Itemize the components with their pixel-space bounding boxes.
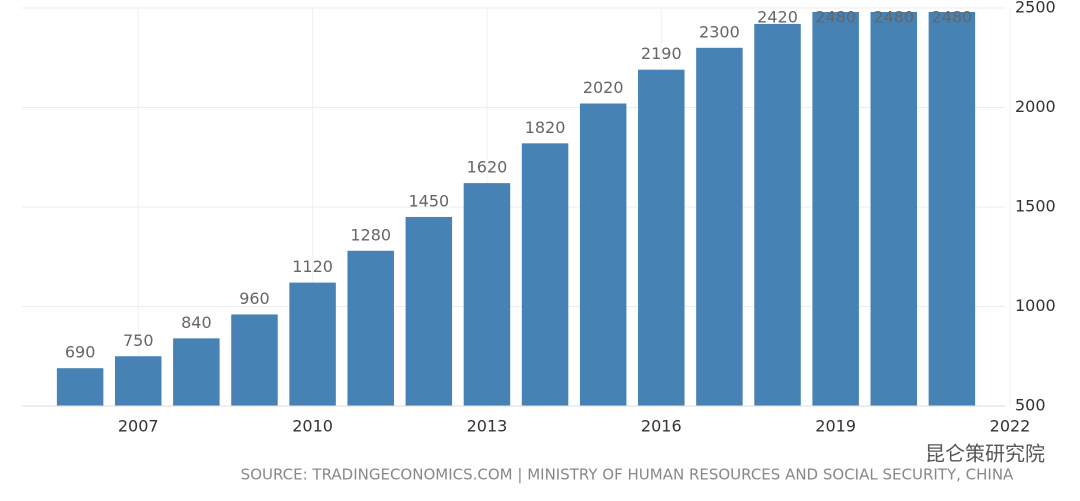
bar <box>928 11 976 406</box>
value-label: 1280 <box>350 225 391 244</box>
bar <box>870 11 918 406</box>
value-label: 2480 <box>815 8 856 27</box>
x-tick-label: 2022 <box>990 417 1031 436</box>
value-label: 1120 <box>292 257 333 276</box>
bar <box>696 47 743 407</box>
source-note: SOURCE: TRADINGECONOMICS.COM | MINISTRY … <box>241 466 1014 484</box>
value-label: 840 <box>181 313 212 332</box>
value-label: 1820 <box>525 118 566 137</box>
bar <box>463 183 511 406</box>
value-label: 2020 <box>583 78 624 97</box>
value-label: 750 <box>123 331 154 350</box>
y-tick-label: 500 <box>1015 396 1046 415</box>
value-label: 1450 <box>408 191 449 210</box>
bar <box>114 356 162 406</box>
value-label: 2480 <box>932 8 973 27</box>
bar <box>173 338 220 406</box>
bar <box>754 23 801 406</box>
x-tick-label: 2010 <box>292 417 333 436</box>
bar <box>347 250 394 406</box>
bar <box>289 282 336 406</box>
y-tick-label: 1000 <box>1015 296 1056 315</box>
bar <box>579 103 627 407</box>
x-tick-label: 2013 <box>467 417 508 436</box>
value-label: 2190 <box>641 44 682 63</box>
bar <box>405 216 453 406</box>
y-tick-label: 1500 <box>1015 197 1056 216</box>
watermark: 昆仑策研究院 <box>925 442 1045 466</box>
value-label: 2300 <box>699 22 740 41</box>
bar <box>638 69 685 406</box>
x-tick-label: 2019 <box>815 417 856 436</box>
y-tick-label: 2500 <box>1015 0 1056 17</box>
bar <box>231 314 278 406</box>
bar <box>56 368 104 406</box>
bar <box>521 143 569 406</box>
value-label: 1620 <box>467 158 508 177</box>
x-tick-label: 2016 <box>641 417 682 436</box>
x-tick-label: 2007 <box>118 417 159 436</box>
value-label: 690 <box>65 343 96 362</box>
y-tick-label: 2000 <box>1015 97 1056 116</box>
value-label: 2480 <box>873 8 914 27</box>
value-label: 2420 <box>757 8 798 27</box>
bar <box>812 11 859 406</box>
value-label: 960 <box>239 289 270 308</box>
